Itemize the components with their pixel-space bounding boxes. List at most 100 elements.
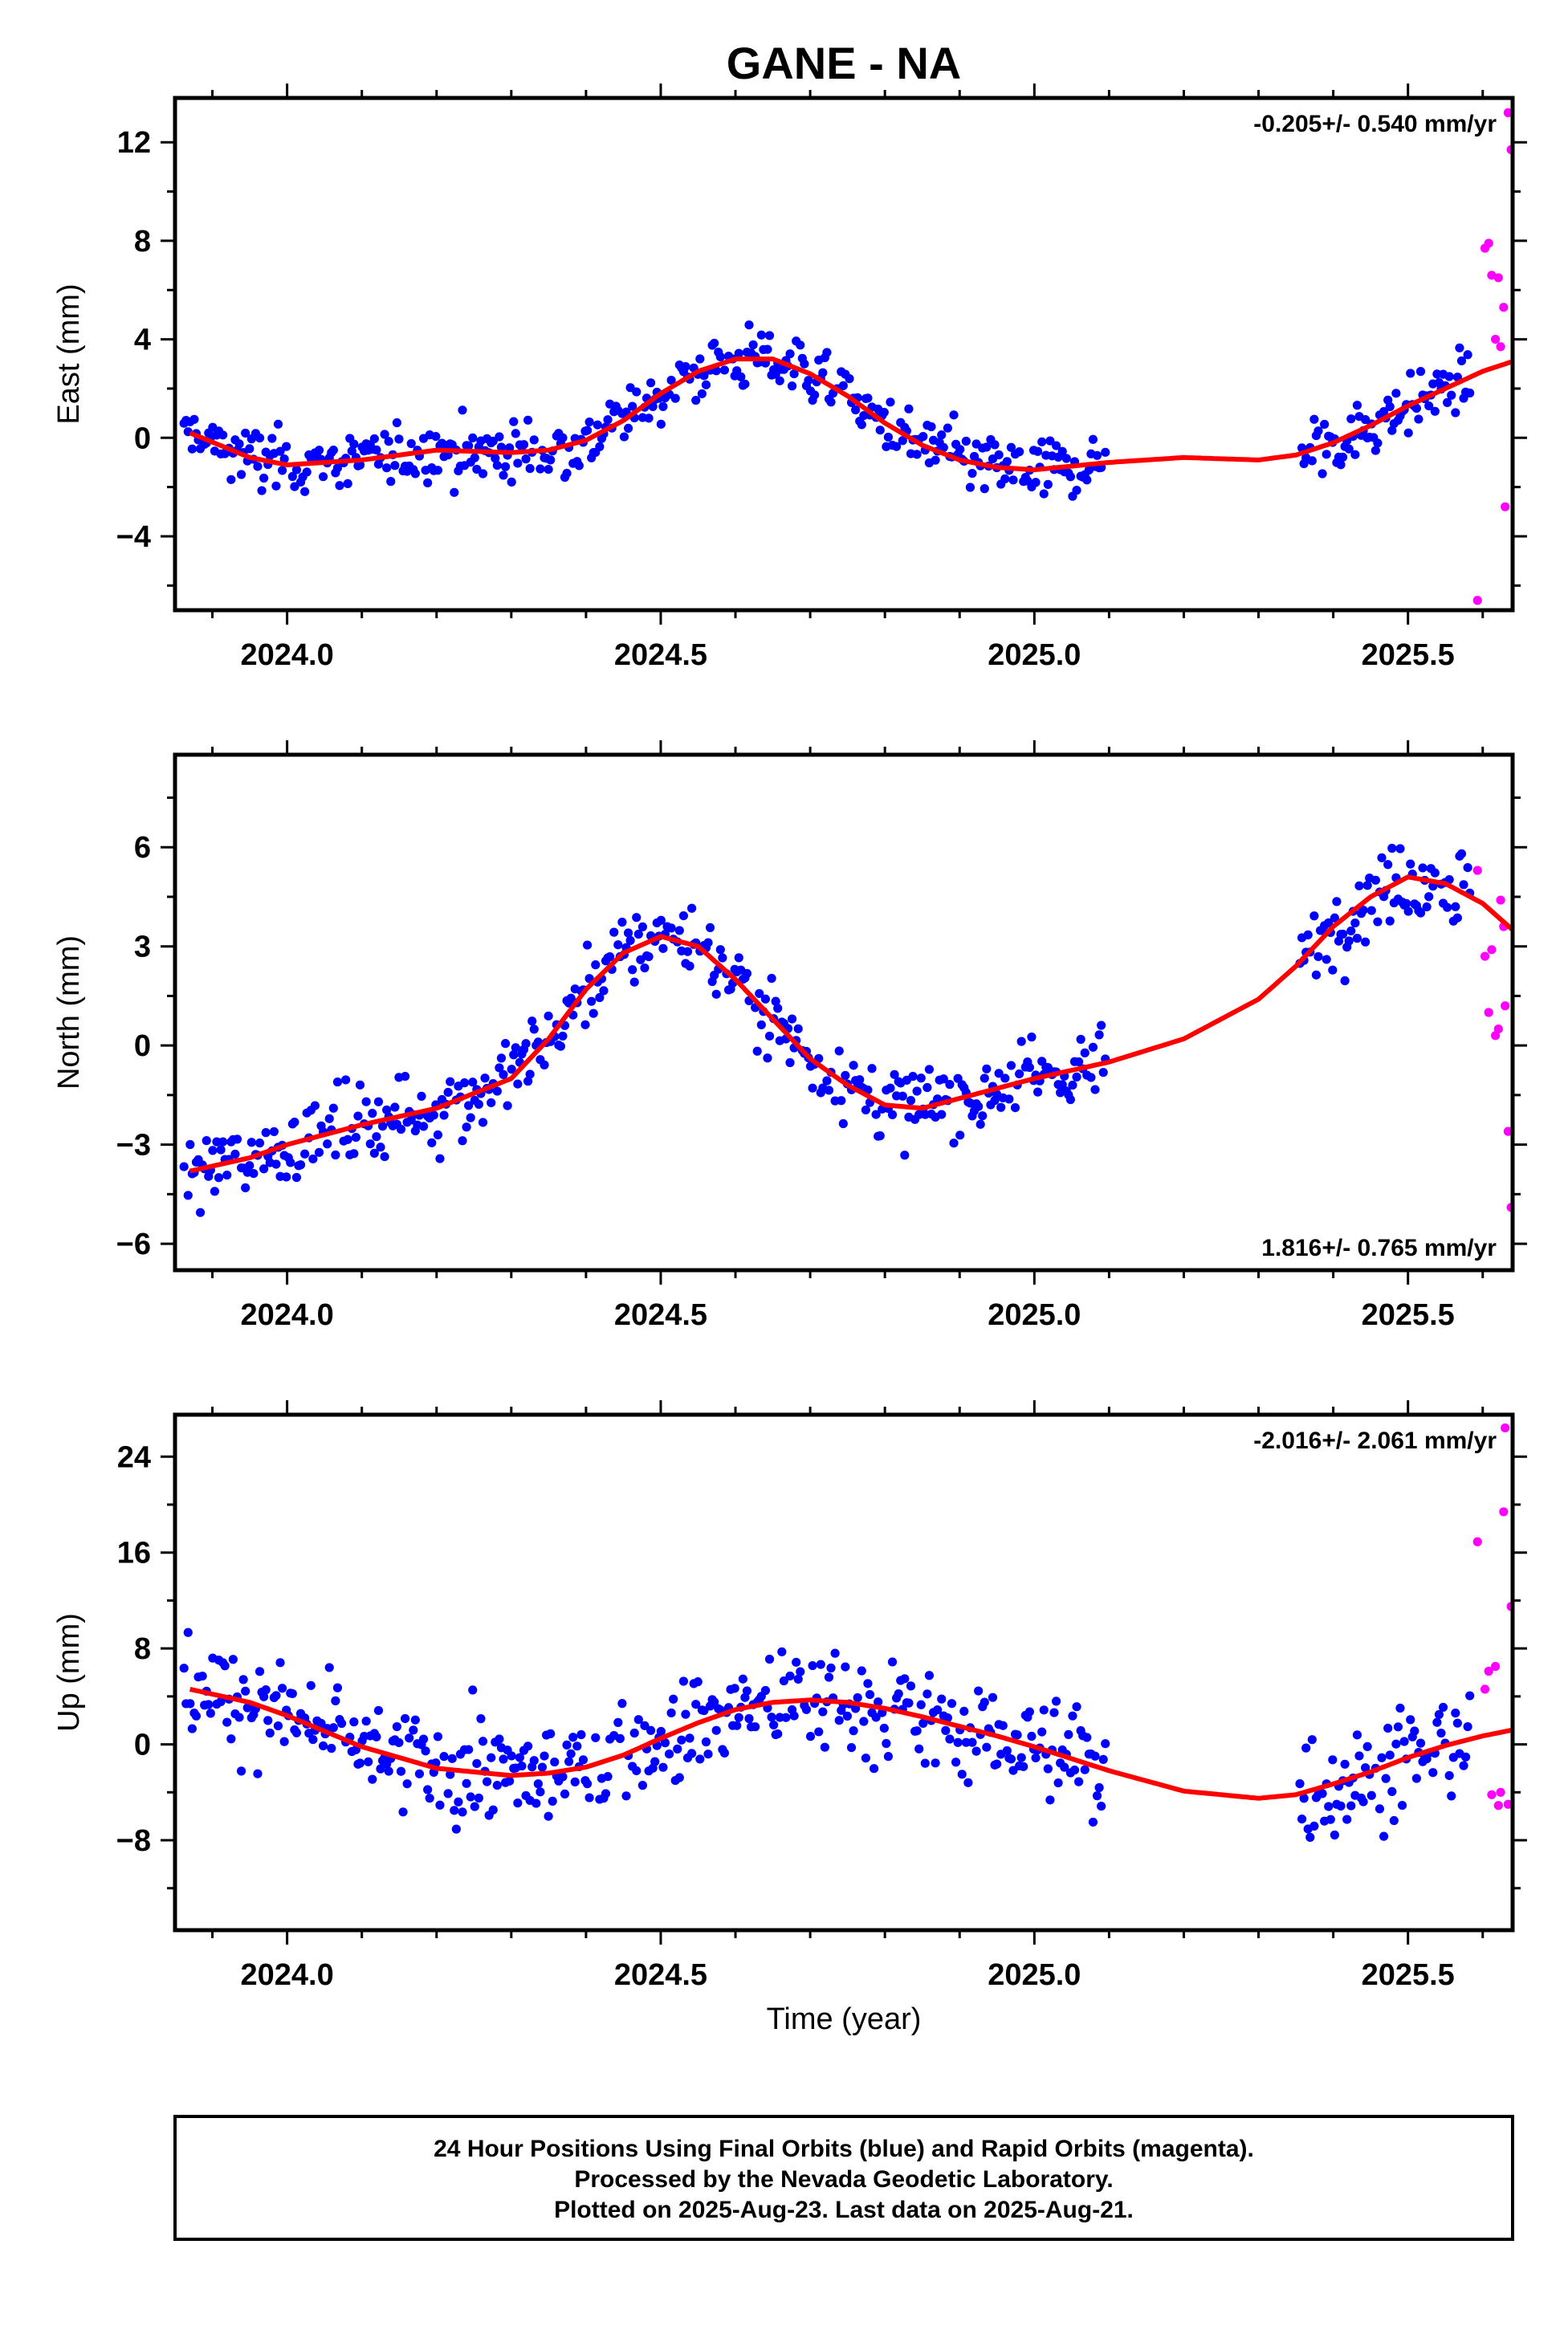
y-tick-label: 0: [134, 422, 151, 455]
final-point: [222, 1170, 232, 1180]
final-point: [287, 1688, 297, 1699]
rapid-point: [1503, 1799, 1513, 1809]
chart-title: GANE - NA: [727, 38, 961, 88]
final-point: [742, 968, 752, 979]
final-point: [1383, 1723, 1393, 1733]
final-point: [1415, 1738, 1426, 1748]
final-point: [230, 1149, 240, 1159]
panel-frame: [173, 96, 1515, 613]
final-point: [820, 1742, 829, 1752]
rapid-point: [1480, 1684, 1490, 1694]
x-tick-label: 2024.5: [614, 638, 707, 672]
final-point: [1346, 414, 1356, 424]
final-point: [1313, 426, 1323, 436]
final-point: [939, 442, 948, 453]
final-point: [742, 1686, 752, 1696]
final-point: [719, 1748, 730, 1758]
final-point: [392, 418, 401, 428]
final-point: [859, 1717, 869, 1726]
final-point: [1065, 472, 1076, 482]
final-point: [1307, 456, 1317, 466]
final-point: [1444, 372, 1454, 381]
final-point: [314, 446, 324, 455]
rapid-point: [1490, 1661, 1501, 1672]
final-point: [718, 953, 727, 963]
final-point: [674, 926, 684, 935]
final-point: [1060, 1762, 1069, 1772]
final-point: [380, 430, 389, 439]
final-point: [1088, 1817, 1098, 1827]
final-point: [536, 464, 545, 474]
final-point: [478, 469, 488, 479]
final-point: [245, 444, 255, 454]
final-point: [677, 1735, 686, 1745]
final-point: [287, 471, 297, 482]
final-point: [1415, 908, 1426, 918]
final-point: [368, 1109, 377, 1118]
final-point: [673, 1744, 682, 1754]
final-point: [495, 1063, 504, 1073]
final-point: [261, 1685, 271, 1695]
final-point: [462, 1778, 471, 1788]
x-tick-label: 2024.5: [614, 1958, 707, 1992]
final-point: [979, 1073, 989, 1083]
final-point: [760, 994, 771, 1004]
final-point: [1015, 1069, 1024, 1079]
final-point: [1350, 450, 1360, 459]
final-point: [574, 461, 584, 470]
rapid-point: [1499, 303, 1509, 312]
final-point: [1012, 1730, 1022, 1740]
final-point: [384, 1766, 393, 1776]
final-point: [1373, 438, 1383, 448]
final-point: [499, 1069, 508, 1079]
y-tick-label: 3: [134, 931, 151, 964]
final-point: [277, 466, 287, 475]
final-point: [1451, 408, 1460, 418]
final-point: [372, 1132, 381, 1142]
final-point: [882, 1738, 891, 1749]
final-point: [1397, 1800, 1407, 1811]
final-point: [1338, 929, 1348, 939]
final-point: [841, 1662, 850, 1672]
final-point: [417, 1091, 426, 1101]
final-point: [1039, 1705, 1049, 1715]
final-point: [660, 1738, 670, 1748]
final-point: [979, 1697, 989, 1707]
final-point: [234, 1713, 244, 1722]
final-point: [736, 372, 746, 381]
final-point: [183, 1191, 193, 1200]
final-point: [1082, 475, 1092, 485]
final-point: [246, 1138, 256, 1147]
final-point: [220, 1661, 230, 1671]
final-point: [605, 952, 615, 962]
rapid-point: [1487, 1790, 1497, 1799]
final-point: [546, 1729, 556, 1738]
final-point: [1098, 1754, 1108, 1764]
final-point: [1362, 881, 1372, 890]
x-tick-label: 2025.5: [1362, 1958, 1455, 1992]
final-point: [1065, 1094, 1076, 1105]
final-point: [644, 413, 654, 423]
final-point: [874, 1697, 883, 1707]
rapid-point: [1484, 238, 1493, 248]
final-point: [513, 1798, 523, 1808]
final-point: [267, 434, 277, 443]
final-point: [1330, 1830, 1339, 1840]
final-point: [867, 1064, 877, 1073]
final-point: [1024, 1062, 1034, 1073]
final-point: [568, 1733, 578, 1742]
final-point: [619, 432, 629, 442]
final-point: [1080, 1765, 1089, 1774]
final-point: [295, 1160, 306, 1170]
final-point: [275, 446, 285, 456]
final-point: [263, 1716, 273, 1725]
final-point: [241, 1183, 250, 1192]
final-point: [255, 1667, 265, 1676]
final-point: [1309, 911, 1319, 921]
final-point: [214, 1173, 224, 1183]
final-point: [324, 1114, 334, 1123]
final-point: [523, 415, 533, 425]
final-point: [1459, 1761, 1468, 1770]
final-point: [755, 988, 764, 999]
final-point: [544, 1811, 553, 1821]
